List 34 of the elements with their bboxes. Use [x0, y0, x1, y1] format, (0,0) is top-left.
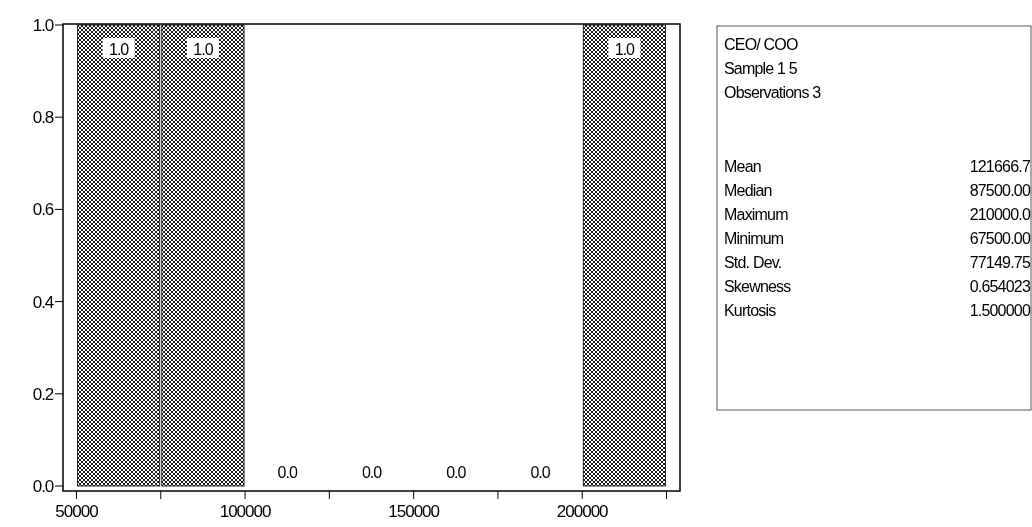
- text: Skewness: [724, 278, 792, 295]
- text: 121666.7: [969, 158, 1031, 175]
- text: 1.500000: [969, 302, 1031, 319]
- x-tick-label: 200000: [556, 502, 609, 521]
- text: Sample 1 5: [724, 60, 798, 77]
- x-tick-label: 50000: [55, 502, 99, 521]
- text: Minimum: [724, 230, 784, 247]
- y-tick-label: 0.8: [32, 108, 54, 128]
- data-label: 0.0: [277, 464, 298, 481]
- text: Median: [724, 182, 772, 199]
- text: Observations 3: [724, 84, 822, 101]
- data-label: 0.0: [361, 464, 383, 481]
- y-tick-label: 0.2: [32, 384, 54, 404]
- y-tick-label: 1.0: [32, 15, 54, 35]
- text: Maximum: [724, 206, 789, 223]
- y-tick-label: 0.0: [32, 476, 54, 496]
- text: 77149.75: [969, 254, 1031, 271]
- data-label: 0.0: [530, 464, 551, 481]
- text: 210000.0: [969, 206, 1031, 223]
- y-tick-label: 0.6: [32, 200, 54, 220]
- data-label: 1.0: [193, 41, 214, 58]
- data-label: 0.0: [446, 464, 467, 481]
- data-label: 1.0: [109, 41, 130, 58]
- y-tick-label: 0.4: [32, 292, 54, 312]
- text: Mean: [724, 158, 761, 175]
- text: 87500.00: [969, 182, 1031, 199]
- text: 67500.00: [969, 230, 1031, 247]
- data-label: 1.0: [614, 41, 636, 58]
- x-tick-label: 100000: [219, 502, 271, 521]
- text: CEO/ COO: [724, 36, 798, 53]
- x-tick-label: 150000: [388, 502, 440, 521]
- text: Kurtosis: [724, 302, 777, 319]
- text: Std. Dev.: [724, 254, 782, 271]
- text: 0.654023: [969, 278, 1031, 295]
